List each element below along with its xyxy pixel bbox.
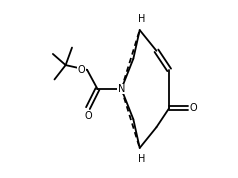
Text: N: N bbox=[118, 84, 125, 94]
Text: O: O bbox=[78, 65, 85, 75]
Text: H: H bbox=[139, 14, 146, 24]
Text: H: H bbox=[139, 154, 146, 164]
Text: O: O bbox=[190, 103, 198, 113]
Text: O: O bbox=[84, 111, 92, 121]
